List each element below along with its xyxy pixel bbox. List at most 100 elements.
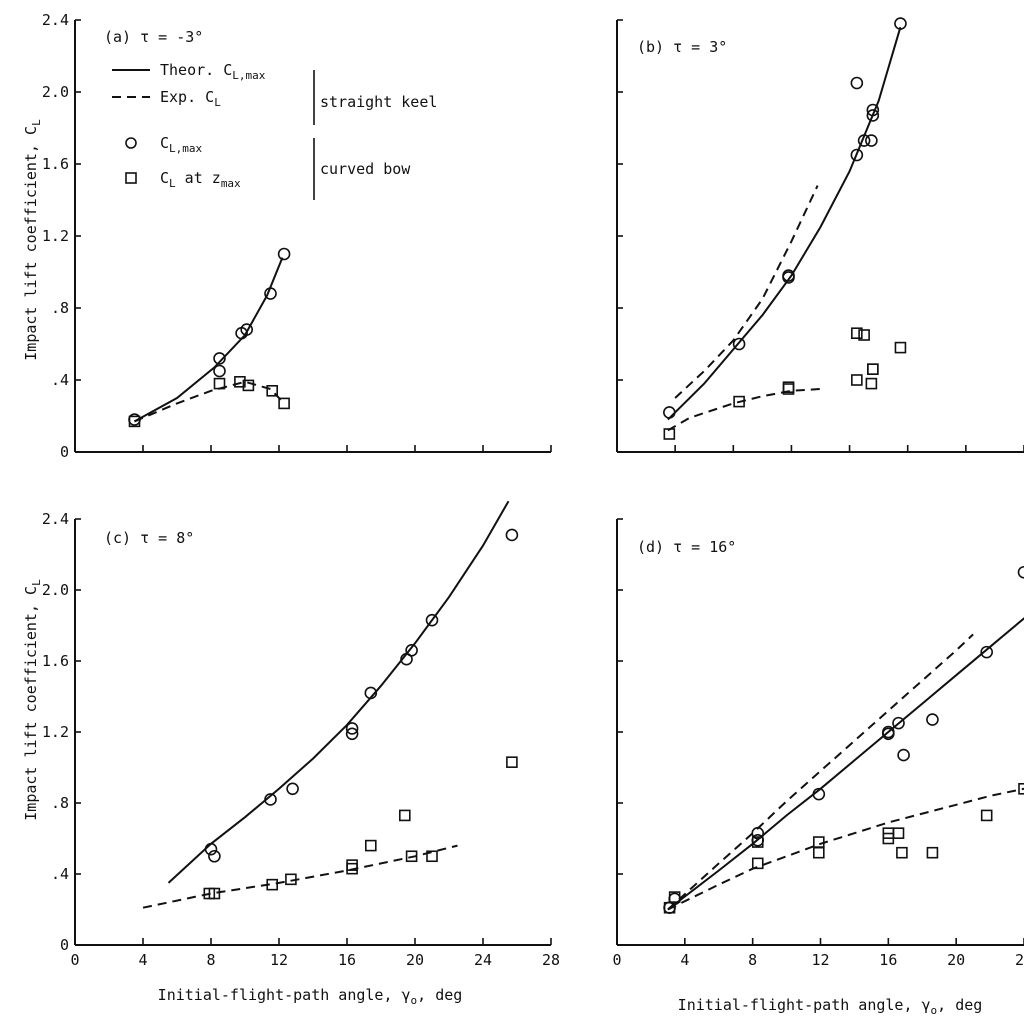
experimental-cl-curve <box>667 388 821 432</box>
cl-at-zmax-point <box>285 873 297 886</box>
legend-label-exp: Exp. CL <box>160 88 221 109</box>
legend-square-marker <box>125 172 137 184</box>
x-tick-label: 4 <box>680 951 689 969</box>
panel-title: (c) τ = 8° <box>104 529 194 547</box>
cl-at-zmax-point <box>668 891 681 903</box>
cl-at-zmax-point <box>1018 782 1024 795</box>
cl-at-zmax-point <box>663 428 676 440</box>
svg-text:Impact lift coefficient, CL: Impact lift coefficient, CL <box>22 579 43 821</box>
y-axis-title-top: Impact lift coefficient, CL <box>22 119 43 361</box>
x-tick-label: 24 <box>1015 951 1024 969</box>
theoretical-cl-max-curve <box>667 617 1024 911</box>
cl-max-point <box>204 842 218 856</box>
x-tick-label: 0 <box>612 951 621 969</box>
cl-max-point <box>264 793 277 806</box>
y-tick-label: 0 <box>60 936 69 954</box>
x-tick-label: 16 <box>879 951 897 969</box>
cl-max-point <box>894 17 907 30</box>
cl-max-point <box>892 716 905 730</box>
x-axis-title-left: Initial-flight-path angle, γo, deg <box>158 986 463 1007</box>
panel-b: (b) τ = 3° <box>616 17 1024 453</box>
legend-circle-marker <box>125 137 137 149</box>
cl-at-zmax-point <box>858 329 870 341</box>
cl-at-zmax-point <box>867 363 879 376</box>
cl-max-point <box>850 148 864 162</box>
cl-at-zmax-point <box>813 836 825 848</box>
cl-max-point <box>345 727 359 741</box>
panel-title: (d) τ = 16° <box>637 538 736 556</box>
cl-at-zmax-point <box>398 809 411 822</box>
y-tick-label: 1.6 <box>42 652 69 670</box>
legend-label-circle: CL,max <box>160 134 203 155</box>
cl-max-point <box>751 826 765 840</box>
cl-max-point <box>213 352 226 365</box>
y-tick-label: 2.4 <box>42 11 69 29</box>
theoretical-cl-max-curve <box>167 500 510 884</box>
cl-max-point <box>1017 565 1024 579</box>
cl-at-zmax-point <box>851 327 863 340</box>
x-tick-label: 16 <box>338 951 356 969</box>
x-tick-label: 28 <box>542 951 560 969</box>
x-axis-title-right: Initial-flight-path angle, γo, deg <box>678 996 983 1017</box>
x-tick-label: 12 <box>811 951 829 969</box>
y-tick-label: 2.0 <box>42 83 69 101</box>
y-tick-label: 1.6 <box>42 155 69 173</box>
theoretical-cl-max-curve <box>667 26 902 421</box>
panel-a: 0 .4 .8 1.2 1.6 2.0 2.4 (a) τ = -3° <box>42 11 552 461</box>
cl-max-point <box>425 613 439 627</box>
cl-max-point <box>857 134 871 147</box>
cl-at-zmax-point <box>278 397 290 410</box>
cl-at-zmax-point <box>892 827 905 839</box>
legend-group-curved-bow: curved bow <box>320 160 411 178</box>
panel-title: (b) τ = 3° <box>637 38 727 56</box>
cl-max-point <box>866 103 880 117</box>
x-tick-label: 20 <box>406 951 424 969</box>
cl-max-point <box>240 323 253 336</box>
cl-at-zmax-point <box>894 341 907 354</box>
y-tick-label: 1.2 <box>42 227 69 245</box>
y-tick-label: .4 <box>51 865 69 883</box>
legend-label-theor: Theor. CL,max <box>160 61 266 82</box>
cl-max-point <box>732 337 746 351</box>
cl-max-point <box>812 787 826 801</box>
panel-title: (a) τ = -3° <box>104 28 203 46</box>
cl-max-point <box>505 528 519 542</box>
y-axis-title-bottom: Impact lift coefficient, CL <box>22 579 43 821</box>
cl-at-zmax-point <box>234 375 246 388</box>
cl-at-zmax-point <box>213 377 226 390</box>
experimental-cl-curve <box>134 380 284 423</box>
x-tick-label: 8 <box>206 951 215 969</box>
cl-max-point <box>850 76 864 90</box>
cl-max-point <box>213 364 226 378</box>
x-tick-label: 24 <box>474 951 492 969</box>
cl-at-zmax-point <box>266 878 279 891</box>
experimental-cl-curve <box>674 185 819 399</box>
cl-at-zmax-point <box>813 846 825 859</box>
x-tick-label: 8 <box>748 951 757 969</box>
cl-at-zmax-point <box>405 850 418 863</box>
legend: Theor. CL,max Exp. CL CL,max CL at zmax … <box>112 61 437 200</box>
cl-at-zmax-point <box>980 809 993 822</box>
cl-at-zmax-point <box>926 846 939 859</box>
svg-text:Impact lift coefficient, CL: Impact lift coefficient, CL <box>22 119 43 361</box>
cl-at-zmax-point <box>128 415 141 428</box>
y-tick-label: .8 <box>51 794 69 812</box>
cl-at-zmax-point <box>751 857 764 870</box>
cl-at-zmax-point <box>208 887 221 900</box>
cl-max-point <box>277 247 291 261</box>
cl-at-zmax-point <box>346 859 358 871</box>
cl-max-point <box>286 782 299 796</box>
cl-max-point <box>980 645 993 659</box>
cl-at-zmax-point <box>851 374 863 386</box>
cl-at-zmax-point <box>896 846 908 859</box>
cl-max-point <box>882 725 895 739</box>
cl-at-zmax-point <box>426 850 438 863</box>
y-tick-label: 2.4 <box>42 510 69 528</box>
cl-max-point <box>345 722 359 735</box>
cl-at-zmax-point <box>364 839 377 852</box>
cl-at-zmax-point <box>266 384 279 397</box>
cl-at-zmax-point <box>733 395 745 408</box>
cl-max-point <box>364 686 378 700</box>
experimental-cl-curve <box>667 787 1024 911</box>
